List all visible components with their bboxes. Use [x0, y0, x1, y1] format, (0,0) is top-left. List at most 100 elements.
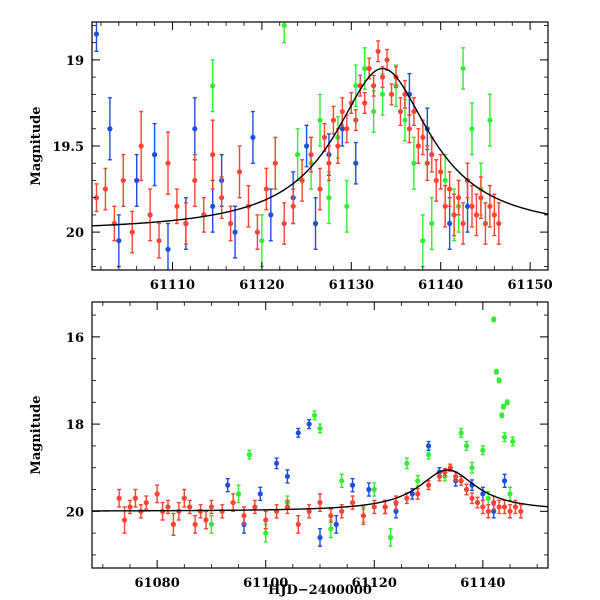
data-point-red — [402, 79, 408, 109]
data-point-red — [227, 205, 234, 242]
data-point-green — [499, 412, 505, 419]
data-point-red — [156, 222, 162, 259]
data-point-green — [311, 410, 318, 421]
data-point-red — [326, 145, 332, 182]
data-point-red — [290, 188, 296, 225]
model-curve — [92, 67, 548, 227]
data-point-green — [371, 482, 377, 497]
data-point-green — [246, 449, 253, 460]
data-point-red — [433, 159, 439, 202]
data-point-red — [181, 488, 187, 508]
data-point-red — [420, 119, 426, 156]
data-point-green — [425, 449, 432, 460]
data-point-red — [272, 136, 278, 190]
data-point-red — [451, 193, 457, 237]
data-point-green — [371, 90, 377, 133]
data-point-red — [116, 488, 122, 508]
data-point-red — [469, 492, 475, 505]
data-point-green — [420, 214, 426, 268]
data-point-red — [328, 508, 334, 523]
data-point-red — [174, 188, 180, 225]
data-point-red — [458, 475, 464, 486]
data-point-green — [507, 486, 513, 502]
data-point-green — [235, 484, 242, 504]
data-point-blue — [257, 486, 263, 502]
y-tick-label: 16 — [66, 331, 84, 346]
data-point-red — [382, 499, 388, 515]
data-point-red — [263, 167, 269, 211]
data-point-green — [504, 399, 510, 406]
data-point-green — [344, 179, 350, 233]
data-point-red — [219, 504, 225, 519]
y-tick-label: 20 — [66, 505, 84, 520]
x-tick-label: 61140 — [460, 576, 505, 591]
x-tick-label: 61120 — [239, 278, 284, 293]
data-point-red — [284, 499, 291, 515]
data-point-red — [143, 495, 149, 510]
data-point-red — [183, 202, 189, 245]
data-point-blue — [250, 110, 256, 164]
data-point-red — [321, 122, 328, 152]
y-tick-label: 19 — [66, 54, 84, 69]
data-point-blue — [232, 205, 238, 259]
x-tick-label: 61130 — [329, 278, 374, 293]
data-point-red — [230, 493, 236, 513]
data-point-red — [397, 97, 404, 127]
data-point-red — [480, 499, 486, 515]
data-point-blue — [312, 196, 319, 251]
data-point-green — [415, 474, 421, 487]
x-tick-label: 61080 — [135, 576, 180, 591]
data-point-red — [447, 171, 453, 207]
data-point-green — [491, 316, 497, 323]
data-point-blue — [295, 427, 301, 438]
x-tick-label: 61120 — [352, 576, 397, 591]
data-point-blue — [116, 214, 122, 268]
data-point-red — [406, 114, 413, 144]
data-point-red — [425, 480, 432, 491]
data-point-red — [120, 153, 126, 207]
data-point-blue — [303, 124, 310, 168]
data-point-red — [496, 499, 502, 515]
data-point-red — [501, 499, 508, 515]
data-point-red — [371, 499, 377, 515]
data-point-red — [415, 128, 421, 164]
bottom-xlabel: HJD−2400000 — [268, 583, 372, 598]
data-point-red — [415, 487, 421, 500]
series-red — [116, 463, 524, 536]
data-point-red — [362, 91, 368, 114]
data-point-blue — [151, 122, 158, 187]
x-tick-label: 61100 — [243, 576, 288, 591]
data-point-green — [411, 136, 417, 190]
data-point-red — [147, 188, 153, 242]
y-tick-label: 19.5 — [52, 140, 84, 155]
bottom-ylabel: Magnitude — [29, 395, 44, 474]
data-point-green — [281, 22, 287, 44]
data-point-red — [192, 153, 198, 207]
data-point-blue — [333, 514, 339, 534]
data-point-red — [469, 184, 475, 228]
data-point-green — [208, 514, 215, 534]
data-point-blue — [353, 141, 359, 185]
data-point-red — [487, 184, 493, 228]
data-point-red — [474, 496, 481, 509]
data-point-red — [491, 193, 497, 237]
data-point-red — [463, 483, 470, 496]
data-point-red — [129, 210, 135, 254]
data-point-green — [469, 102, 475, 156]
data-point-red — [344, 114, 350, 144]
data-point-red — [455, 179, 462, 216]
series-blue — [225, 419, 508, 547]
data-point-green — [339, 473, 345, 489]
data-point-red — [371, 74, 377, 97]
data-point-red — [353, 109, 359, 132]
data-point-red — [273, 504, 280, 519]
data-point-blue — [409, 487, 415, 500]
data-point-red — [219, 176, 225, 220]
data-point-green — [500, 403, 507, 410]
data-point-red — [299, 159, 305, 202]
data-point-green — [295, 128, 301, 182]
data-point-blue — [192, 97, 198, 161]
data-point-blue — [306, 419, 312, 430]
data-point-red — [349, 495, 356, 510]
